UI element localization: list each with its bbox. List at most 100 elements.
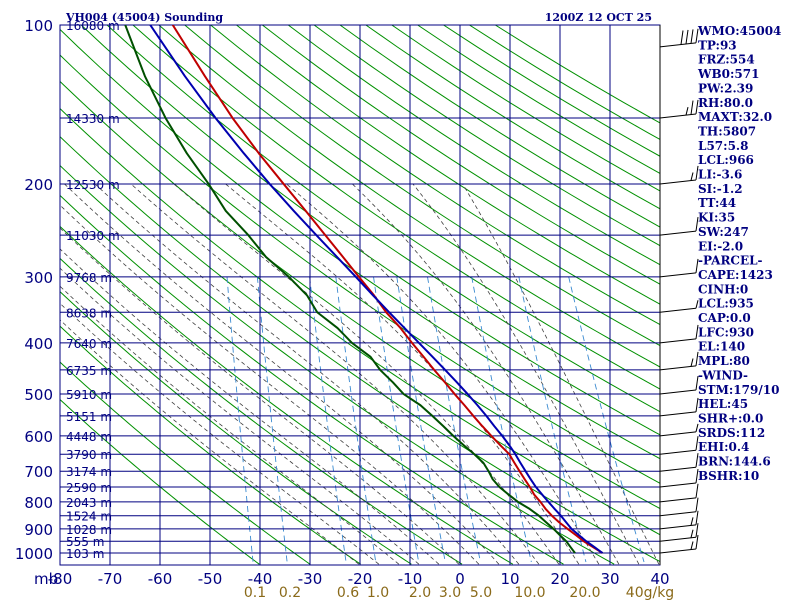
wind-barb-staff: [659, 113, 697, 119]
pressure-tick-label: 700: [24, 463, 53, 481]
index-entry: CINH:0: [698, 282, 748, 296]
wind-barb-feather: [690, 29, 694, 44]
dry-adiabat-line: [60, 361, 311, 565]
wind-barb-feather: [690, 172, 694, 181]
wind-barb-feather: [695, 468, 699, 484]
wind-barbs: [659, 25, 699, 565]
height-tick-label: 14330 m: [66, 112, 120, 126]
temperature-tick-label: 30: [600, 570, 619, 588]
wind-barb-staff: [659, 524, 697, 530]
wind-barb-feather: [690, 529, 694, 538]
indices-panel: WMO:45004TP:93FRZ:554WB0:571PW:2.39RH:80…: [697, 24, 781, 483]
index-entry: BRN:144.6: [698, 455, 771, 469]
dry-adiabat-line: [313, 25, 660, 247]
moist-adiabat-line: [64, 183, 500, 565]
pressure-tick-label: 100: [24, 17, 53, 35]
wind-barb-staff: [659, 466, 697, 472]
moist-adiabat-line: [173, 183, 560, 565]
mixing-ratio-line: [471, 276, 532, 563]
moist-adiabat-line: [60, 285, 400, 565]
dry-adiabat-line: [236, 25, 660, 305]
wind-barb-staff: [659, 482, 697, 488]
index-entry: L57:5.8: [698, 139, 748, 153]
height-tick-label: 1524 m: [66, 510, 112, 524]
dry-adiabat-line: [60, 225, 514, 565]
index-entry: TP:93: [698, 38, 737, 52]
wind-barb-feather: [690, 100, 694, 115]
dry-adiabat-line: [184, 25, 660, 347]
dry-adiabat-line: [60, 164, 615, 565]
wind-barb-staff: [659, 536, 697, 542]
wind-barb-feather: [695, 258, 699, 273]
height-tick-label: 9768 m: [66, 271, 112, 285]
index-entry: SRDS:112: [698, 426, 765, 440]
dry-adiabat-line: [60, 80, 660, 510]
index-entry: EL:140: [698, 340, 745, 354]
height-tick-label: 1028 m: [66, 523, 112, 537]
index-entry: SI:-1.2: [698, 182, 743, 196]
height-tick-label: 11030 m: [66, 229, 120, 243]
temperature-tick-label: -50: [198, 570, 223, 588]
height-tick-label: 12530 m: [66, 178, 120, 192]
wind-barb-feather: [695, 300, 699, 309]
temperature-tick-label: 10: [500, 570, 519, 588]
index-entry: FRZ:554: [698, 53, 755, 67]
height-tick-label: 7640 m: [66, 337, 112, 351]
height-tick-label: 2043 m: [66, 496, 112, 510]
dry-adiabat-line: [60, 107, 660, 536]
temperature-tick-label: -70: [98, 570, 123, 588]
moist-adiabat-line: [130, 183, 540, 565]
dry-adiabat-line: [60, 54, 660, 484]
wind-barb-feather: [695, 483, 699, 498]
wind-barb-staff: [659, 511, 697, 517]
mixing-ratio-tick-label: 20.0: [569, 585, 600, 600]
dry-adiabat-line: [287, 25, 660, 266]
wind-barb-feather: [695, 99, 699, 115]
wind-barb-feather: [695, 351, 699, 366]
mixing-ratio-line: [568, 276, 645, 563]
dry-adiabat-line: [60, 135, 660, 563]
wind-barb-staff: [659, 307, 697, 313]
temperature-tick-label: -30: [298, 570, 323, 588]
temperature-tick-label: 0: [455, 570, 465, 588]
height-tick-label: 6735 m: [66, 364, 112, 378]
wind-barb-feather: [685, 29, 689, 45]
wind-barb-staff: [659, 411, 697, 417]
moist-adiabat-line: [60, 227, 460, 565]
height-tick-label: 16080 m: [66, 19, 120, 33]
dry-adiabat-line: [158, 25, 660, 368]
mixing-ratio-tick-label: 0.2: [279, 585, 301, 600]
index-entry: TT:44: [698, 196, 736, 210]
index-entry: HEL:45: [698, 397, 748, 411]
wind-barb-feather: [695, 453, 699, 468]
mixing-ratio-line: [309, 276, 347, 563]
index-entry: EI:-2.0: [698, 239, 743, 253]
index-entry: CAPE:1423: [698, 268, 773, 282]
pressure-axis-label: mb: [34, 570, 58, 588]
dry-adiabat-line: [210, 25, 660, 326]
index-entry: STM:179/10: [698, 383, 779, 397]
height-tick-label: 103 m: [66, 547, 104, 561]
mixing-ratio-lines: [226, 276, 645, 563]
dry-adiabat-line: [60, 290, 412, 565]
index-entry: -WIND-: [698, 368, 748, 382]
sounding-traces: [124, 25, 604, 554]
dry-adiabat-line: [60, 325, 361, 565]
wind-barb-feather: [680, 30, 684, 45]
mixing-ratio-tick-label: 40g/kg: [626, 585, 674, 600]
dry-adiabat-line: [262, 25, 660, 285]
height-tick-label: 2590 m: [66, 481, 112, 495]
index-entry: MPL:80: [698, 354, 750, 368]
parcel-trace: [149, 25, 604, 554]
height-tick-label: 5151 m: [66, 410, 112, 424]
dry-adiabat-line: [60, 194, 564, 565]
mixing-ratio-tick-label: 2.0: [409, 585, 431, 600]
wind-barb-staff: [659, 431, 697, 437]
wind-barb-staff: [659, 449, 697, 455]
index-entry: LCL:935: [698, 297, 754, 311]
index-entry: TH:5807: [698, 124, 756, 138]
wind-barb-staff: [659, 42, 697, 48]
sounding-time: 1200Z 12 OCT 25: [545, 11, 652, 24]
wind-barb-feather: [695, 397, 699, 412]
